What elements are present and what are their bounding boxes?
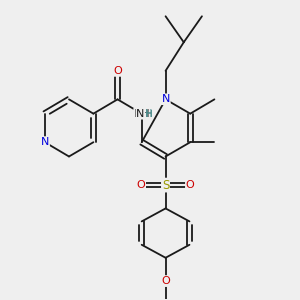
Text: O: O (136, 180, 145, 190)
Text: H: H (145, 110, 153, 119)
Text: H: H (145, 110, 152, 119)
Text: O: O (161, 276, 170, 286)
Text: NH: NH (134, 109, 149, 118)
Text: N: N (161, 94, 170, 104)
Text: O: O (136, 180, 145, 190)
Text: S: S (162, 178, 169, 192)
Text: O: O (186, 180, 195, 190)
Text: O: O (113, 66, 122, 76)
Text: N: N (161, 94, 170, 104)
Text: N: N (136, 109, 145, 118)
Text: O: O (161, 276, 170, 286)
Text: S: S (162, 178, 169, 192)
Text: N: N (40, 137, 49, 147)
Text: N: N (40, 137, 49, 147)
Text: O: O (186, 180, 195, 190)
Text: O: O (113, 66, 122, 76)
